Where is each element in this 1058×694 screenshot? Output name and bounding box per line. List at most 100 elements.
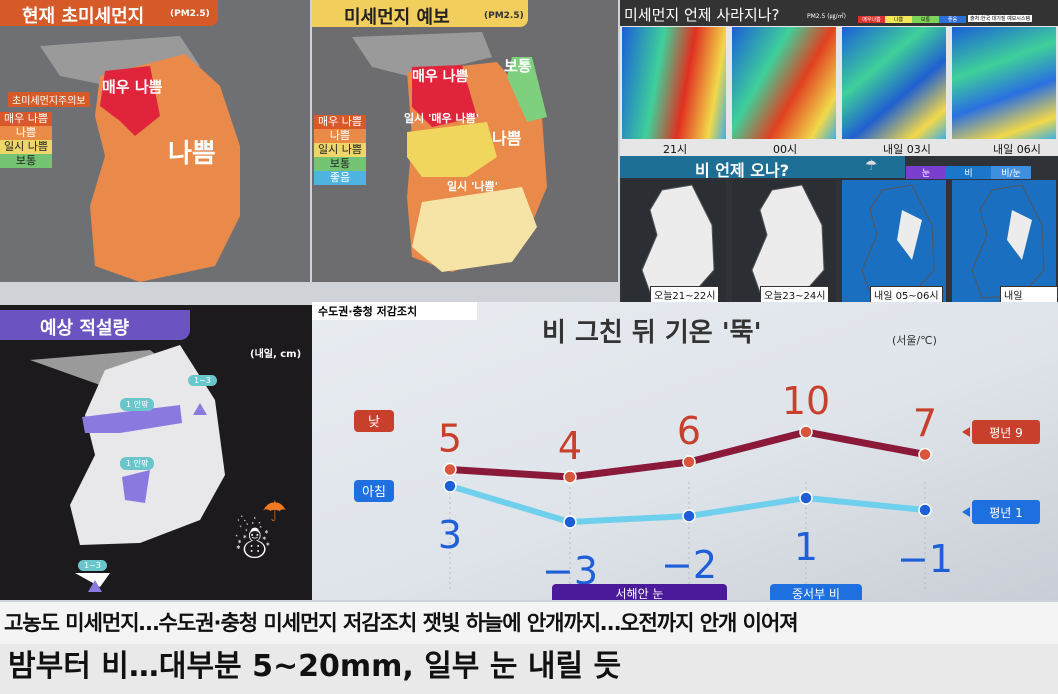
series-label: 낮	[368, 415, 380, 430]
data-label: 7	[913, 402, 937, 446]
snow-amount-badge: 1~3	[78, 560, 107, 571]
weather-note-badge	[552, 584, 727, 600]
panel-title: 비 언제 오나?	[695, 161, 790, 180]
legend-item: 보통	[0, 154, 52, 168]
series-badge	[354, 410, 394, 432]
legend: 매우 나쁨 나쁨 일시 나쁨 보통 좋음	[314, 115, 366, 185]
data-label: −2	[661, 543, 717, 587]
data-point	[443, 479, 457, 493]
series-badge	[354, 480, 394, 502]
legend-item: 매우나쁨	[858, 16, 885, 23]
data-point	[682, 455, 696, 469]
frame-caption: 내일 06시	[993, 143, 1041, 156]
normal-badge	[972, 500, 1040, 524]
rain-frame	[732, 180, 836, 302]
weather-note-badge	[770, 584, 862, 600]
data-label: −1	[897, 537, 953, 581]
panel-title: 미세먼지 언제 사라지나?	[624, 6, 780, 24]
pm-frame	[732, 27, 836, 139]
data-label: 10	[782, 379, 830, 423]
panel-title: 예상 적설량	[40, 318, 130, 339]
legend-item: 좋음	[939, 16, 966, 23]
snowman-icon: ☃	[232, 515, 274, 569]
normal-label: 평년 1	[989, 506, 1023, 520]
frame-caption: 21시	[663, 143, 688, 156]
frame-caption: 내일 05~06시	[870, 286, 943, 302]
korea-map	[352, 32, 547, 272]
weather-note: 중서부 비	[792, 587, 840, 600]
chart-title: 비 그친 뒤 기온 '뚝'	[542, 318, 762, 348]
normal-pointer	[962, 427, 970, 437]
legend-item: 나쁨	[0, 126, 52, 140]
panel-title: 현재 초미세먼지	[22, 6, 145, 27]
pm-when-panel: 미세먼지 언제 사라지나? PM2.5 (㎍/㎥) 매우나쁨 나쁨 보통 좋음 …	[620, 0, 1058, 158]
forecast-pm-panel: 미세먼지 예보 (PM2.5) 매우 나쁨 보통 일시 '매우 나쁨' 나쁨 일…	[312, 0, 618, 282]
source: 출처:한국 대기질 예보시스템	[968, 15, 1033, 22]
data-point	[682, 509, 696, 523]
unit: (PM2.5)	[484, 11, 524, 21]
snow-amount-badge: 1 안팎	[120, 398, 155, 411]
title-bar	[0, 0, 218, 26]
unit: (내일, cm)	[250, 349, 302, 360]
legend-item: 보통	[314, 157, 366, 171]
normal-label: 평년 9	[989, 426, 1023, 440]
current-pm-panel: 현재 초미세먼지 (PM2.5) 매우 나쁨 나쁨 초미세먼지주의보 매우 나쁨…	[0, 0, 310, 282]
rain-frame	[952, 180, 1056, 302]
region-temp-very-bad: 일시 '매우 나쁨'	[404, 112, 480, 125]
pm-frame	[622, 27, 726, 139]
frame-caption: 내일 03시	[883, 143, 931, 156]
legend-item: 나쁨	[885, 16, 912, 23]
region-bad: 나쁨	[492, 129, 522, 148]
data-point	[918, 447, 932, 462]
snow-amount-badge: 1 안팎	[120, 457, 155, 470]
data-point	[563, 515, 577, 529]
rain-frame	[622, 180, 726, 302]
pm-frame	[842, 27, 946, 139]
region-bad: 나쁨	[168, 139, 216, 169]
unit: (PM2.5)	[170, 9, 210, 19]
frame-caption: 00시	[773, 143, 798, 156]
data-point	[799, 491, 813, 505]
rain-when-panel: 비 언제 오나? ☂ 눈 비 비/눈 오늘21~22시 오늘23~24시 내일 05…	[620, 156, 1058, 302]
snow-panel: 예상 적설량 (내일, cm) 1 안팎 1 안팎 1~3 1~3 ☃ ☂	[0, 305, 312, 600]
legend-rain-snow: 비/눈	[991, 166, 1031, 179]
ticker-line-2: 밤부터 비…대부분 5~20mm, 일부 눈 내릴 듯	[0, 644, 1058, 694]
tag: 수도권·충청 저감조치	[312, 302, 477, 320]
legend-item: 일시 나쁨	[314, 143, 366, 157]
rain-cloud-icon: ☂	[865, 158, 878, 174]
legend-item: 좋음	[314, 171, 366, 185]
umbrella-icon: ☂	[262, 495, 288, 528]
data-label: 1	[794, 525, 818, 569]
legend-item: 보통	[912, 16, 939, 23]
unit: PM2.5 (㎍/㎥)	[807, 13, 846, 20]
ticker-line-1: 고농도 미세먼지…수도권·충청 미세먼지 저감조치 잿빛 하늘에 안개까지…오전…	[0, 602, 1058, 644]
legend: 매우 나쁨 나쁨 일시 나쁨 보통	[0, 112, 52, 168]
region-very-bad: 매우 나쁨	[102, 78, 163, 96]
temperature-panel: 수도권·충청 저감조치 비 그친 뒤 기온 '뚝' (서울/℃) 5 4 6 10 7 낮…	[312, 302, 1058, 600]
korea-map	[40, 36, 240, 282]
normal-pointer	[962, 507, 970, 517]
frame-caption: 오늘21~22시	[650, 286, 720, 302]
panel-title: 미세먼지 예보	[344, 7, 450, 28]
data-point	[918, 503, 932, 517]
snow-amount-badge: 1~3	[188, 375, 217, 386]
data-label: 3	[438, 513, 462, 557]
frame-caption: 오늘23~24시	[760, 286, 830, 302]
korea-map	[30, 345, 225, 592]
weather-note: 서해안 눈	[616, 587, 664, 600]
chart-unit: (서울/℃)	[892, 334, 937, 347]
data-label: 5	[438, 417, 462, 461]
data-point	[443, 462, 457, 477]
frame-caption: 내일07~08시	[1000, 286, 1058, 302]
data-label: 6	[677, 409, 701, 453]
data-label: 4	[558, 424, 582, 468]
region-very-bad: 매우 나쁨	[412, 69, 469, 85]
data-point	[563, 470, 577, 484]
title-bar	[312, 0, 528, 27]
legend-item: 나쁨	[314, 129, 366, 143]
region-temp-bad: 일시 '나쁨'	[447, 180, 499, 193]
legend-snow: 눈	[906, 166, 946, 179]
data-point	[799, 425, 813, 439]
series-label: 아침	[362, 485, 386, 500]
